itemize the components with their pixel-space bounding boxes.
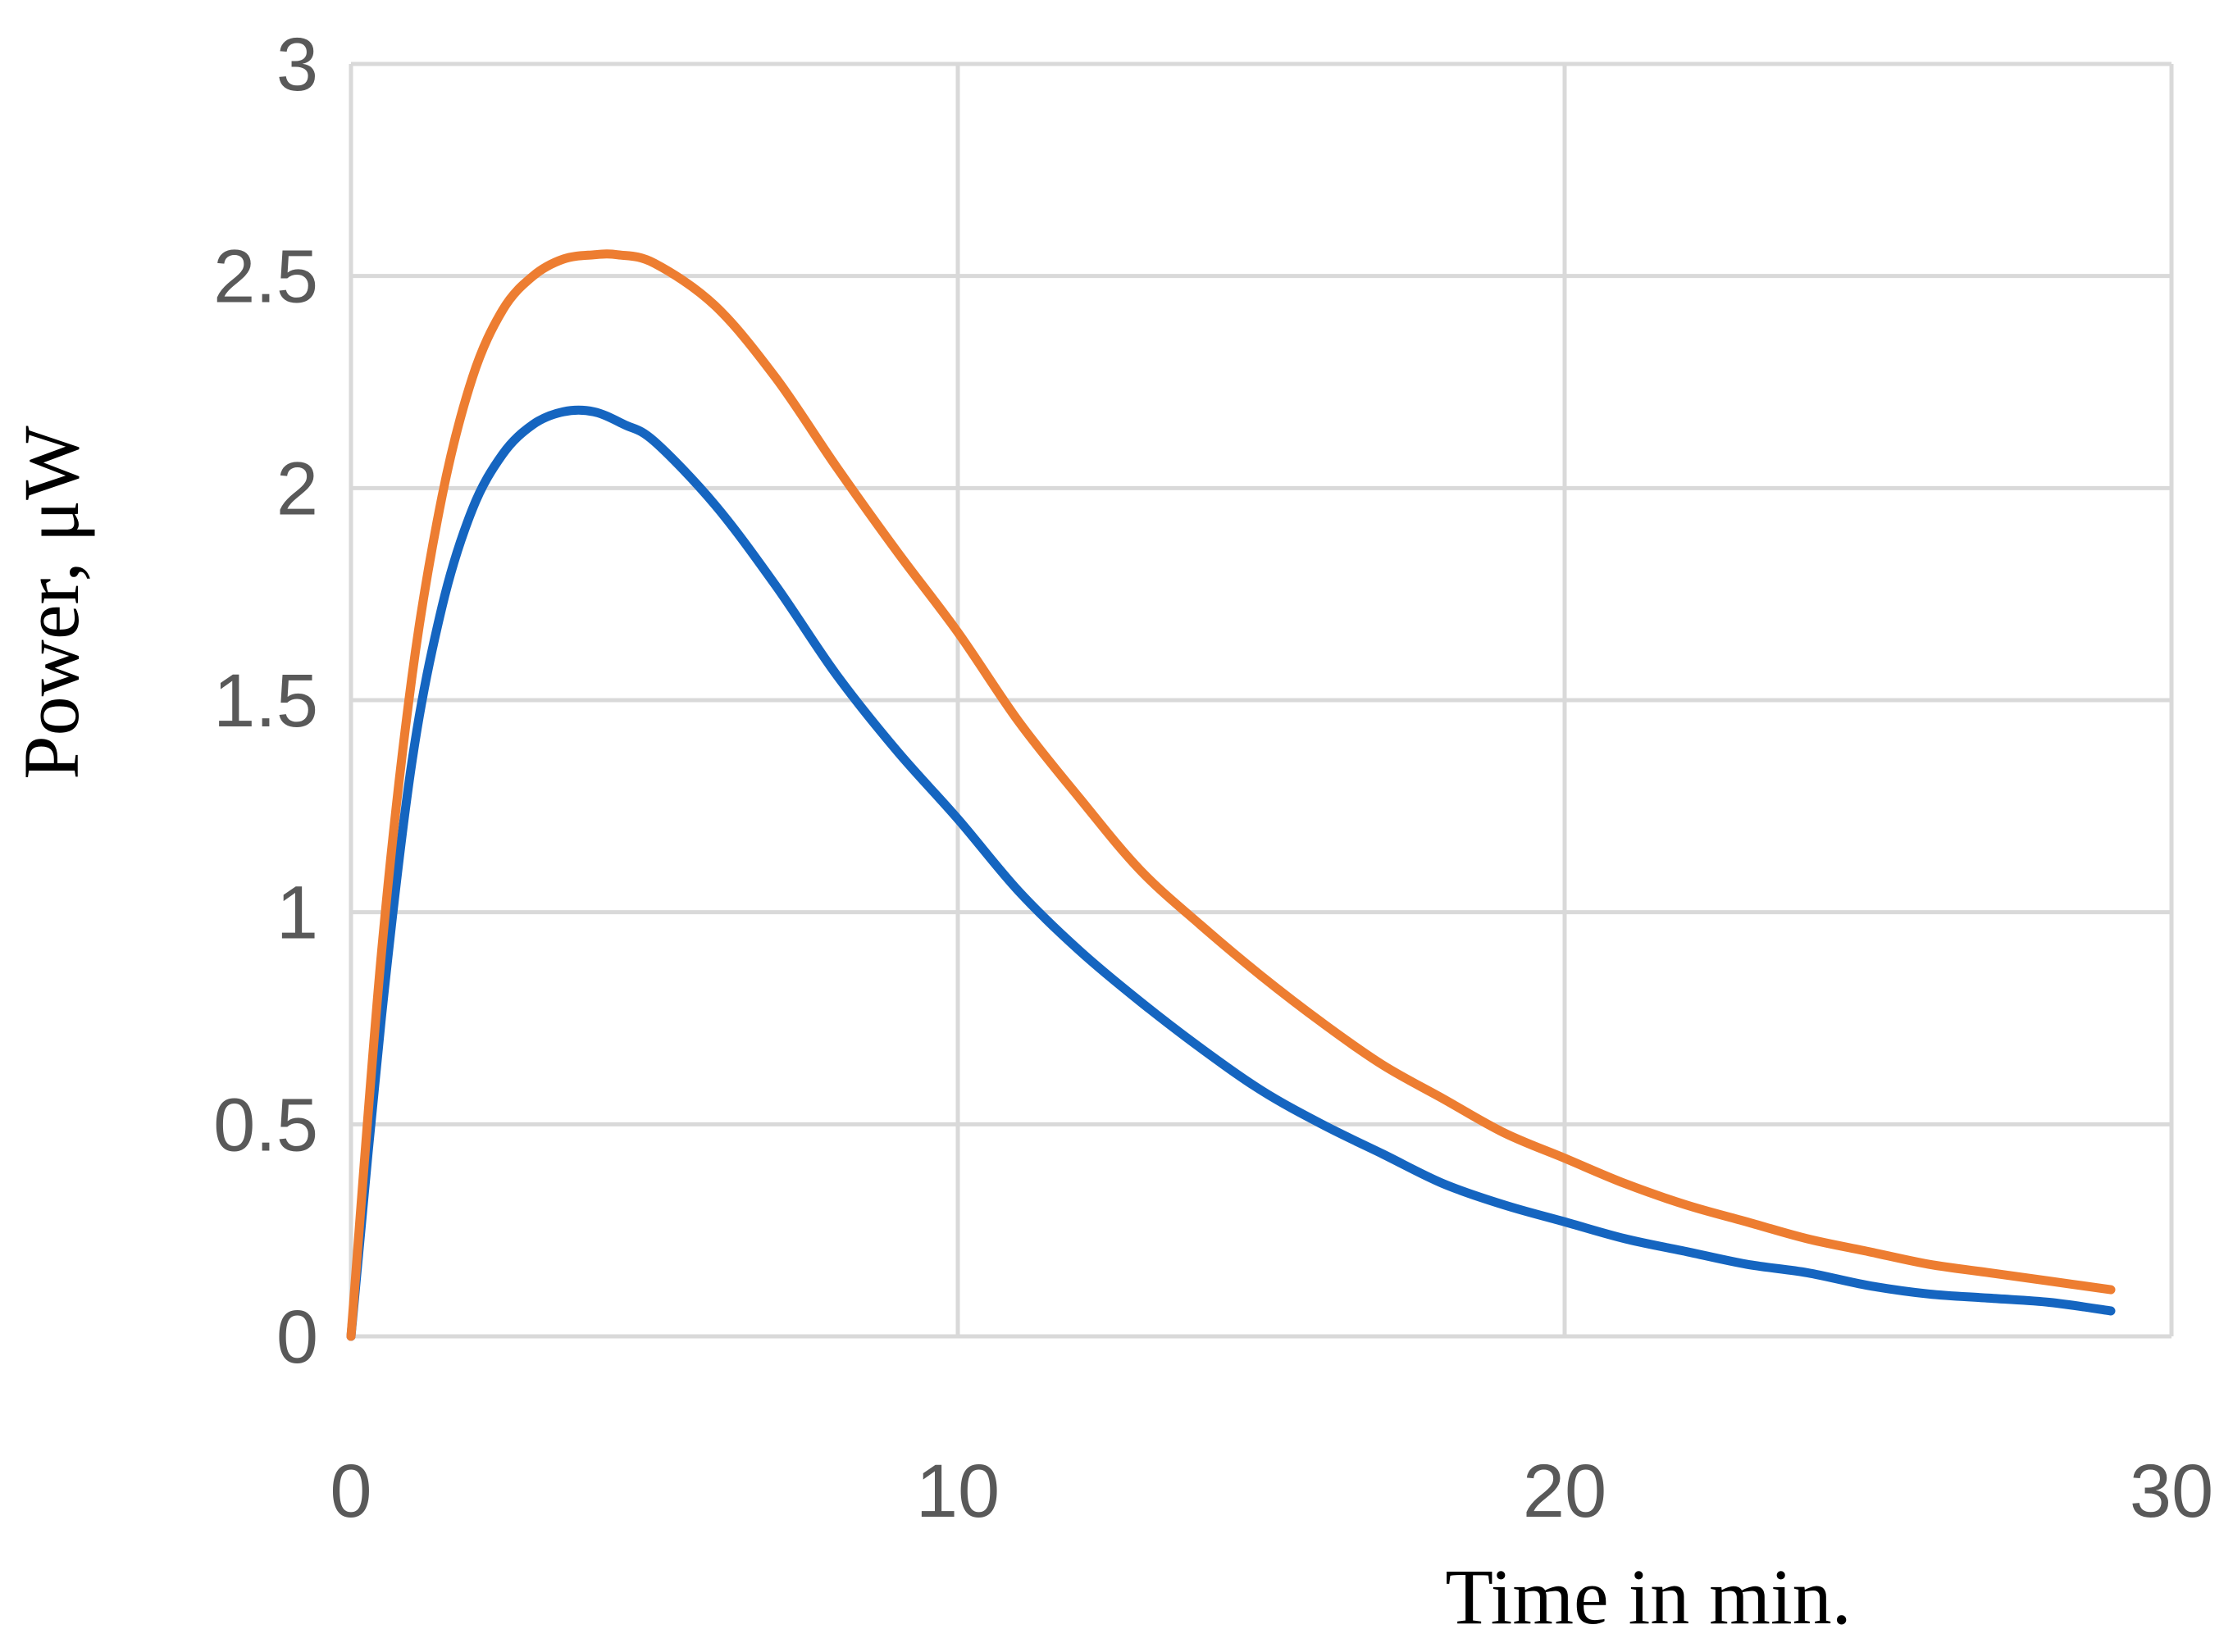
x-tick-label: 10 bbox=[916, 1449, 1000, 1533]
x-tick-label: 0 bbox=[330, 1449, 371, 1533]
y-tick-label: 2.5 bbox=[213, 235, 318, 319]
series-lines bbox=[346, 249, 2116, 1341]
y-tick-label: 2 bbox=[276, 447, 318, 530]
x-axis-title: Time in min. bbox=[1445, 1553, 1851, 1641]
y-tick-label: 0 bbox=[276, 1295, 318, 1379]
gridlines bbox=[349, 61, 2174, 1339]
x-tick-label: 30 bbox=[2130, 1449, 2213, 1533]
x-tick-label: 20 bbox=[1523, 1449, 1606, 1533]
y-tick-label: 1 bbox=[276, 872, 318, 955]
y-tick-label: 1.5 bbox=[213, 659, 318, 743]
series-line-2 bbox=[346, 405, 2116, 1341]
tick-labels: 00.511.522.530 10 20 30 bbox=[213, 23, 2213, 1533]
y-axis-title: Power, μW bbox=[7, 426, 95, 780]
series-line-1 bbox=[346, 249, 2116, 1341]
y-tick-label: 3 bbox=[276, 23, 318, 107]
y-tick-label: 0.5 bbox=[213, 1083, 318, 1167]
